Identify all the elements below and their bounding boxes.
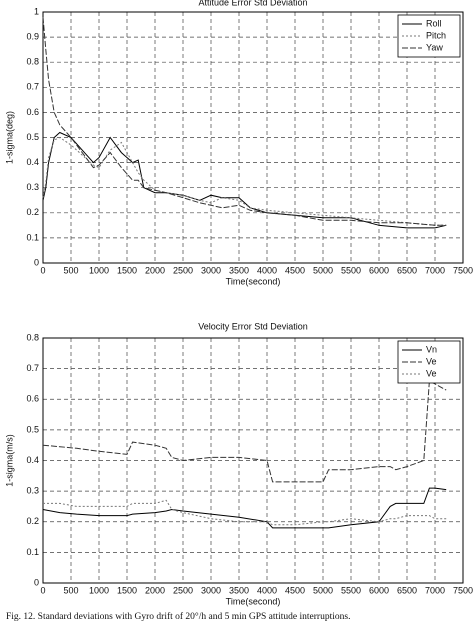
y-tick-label: 0.3 <box>26 182 39 192</box>
x-tick-label: 0 <box>40 585 45 595</box>
legend-label: Ve <box>426 356 437 366</box>
chart-title: Velocity Error Std Deviation <box>198 321 308 331</box>
x-tick-label: 4000 <box>257 265 277 275</box>
series-line <box>42 487 447 529</box>
y-tick-label: 0.1 <box>26 232 39 242</box>
y-axis-label: 1-sigma(deg) <box>4 111 14 164</box>
x-tick-label: 3000 <box>201 265 221 275</box>
series-line <box>42 16 447 226</box>
legend-label: Vn <box>426 344 437 354</box>
y-tick-label: 0.3 <box>26 486 39 496</box>
series-line <box>42 136 447 226</box>
x-tick-label: 3500 <box>229 585 249 595</box>
y-tick-label: 0.5 <box>26 132 39 142</box>
plot-frame <box>42 337 464 584</box>
y-tick-label: 0.7 <box>26 363 39 373</box>
y-tick-label: 0.9 <box>26 31 39 41</box>
x-tick-label: 6500 <box>397 585 417 595</box>
y-tick-label: 1 <box>34 6 39 16</box>
x-axis-label: Time(second) <box>226 276 281 286</box>
x-tick-label: 6000 <box>369 265 389 275</box>
x-tick-label: 2500 <box>173 265 193 275</box>
legend-label: Yaw <box>426 42 443 52</box>
y-tick-label: 0 <box>34 257 39 267</box>
x-tick-label: 7000 <box>425 585 445 595</box>
x-tick-label: 0 <box>40 265 45 275</box>
x-tick-label: 1500 <box>117 265 137 275</box>
x-tick-label: 1000 <box>89 265 109 275</box>
x-tick-label: 500 <box>63 585 78 595</box>
y-tick-label: 0.4 <box>26 455 39 465</box>
x-tick-label: 3000 <box>201 585 221 595</box>
legend-label: Ve <box>426 368 437 378</box>
y-tick-label: 0.2 <box>26 516 39 526</box>
y-tick-label: 0.2 <box>26 207 39 217</box>
plot-frame <box>42 11 464 264</box>
y-tick-label: 0.8 <box>26 332 39 342</box>
legend-label: Pitch <box>426 30 446 40</box>
series-line <box>42 131 447 229</box>
y-tick-label: 0.7 <box>26 82 39 92</box>
x-tick-label: 4500 <box>285 585 305 595</box>
legend-box <box>397 14 461 58</box>
y-tick-label: 0.8 <box>26 57 39 67</box>
x-tick-label: 1500 <box>117 585 137 595</box>
y-axis-label: 1-sigma(m/s) <box>4 434 14 487</box>
x-tick-label: 6000 <box>369 585 389 595</box>
x-tick-label: 2000 <box>145 265 165 275</box>
x-tick-label: 5500 <box>341 585 361 595</box>
series-line <box>43 499 447 526</box>
y-tick-label: 0 <box>34 577 39 587</box>
x-tick-label: 7500 <box>453 585 473 595</box>
x-tick-label: 1000 <box>89 585 109 595</box>
x-tick-label: 2500 <box>173 585 193 595</box>
x-tick-label: 7000 <box>425 265 445 275</box>
x-axis-label: Time(second) <box>226 596 281 606</box>
x-tick-label: 2000 <box>145 585 165 595</box>
series-line <box>42 380 447 483</box>
x-tick-label: 500 <box>63 265 78 275</box>
x-tick-label: 4500 <box>285 265 305 275</box>
y-tick-label: 0.1 <box>26 547 39 557</box>
x-tick-label: 5500 <box>341 265 361 275</box>
y-tick-label: 0.6 <box>26 394 39 404</box>
x-tick-label: 4000 <box>257 585 277 595</box>
y-tick-label: 0.5 <box>26 424 39 434</box>
legend-box <box>397 340 461 384</box>
legend-label: Roll <box>426 18 442 28</box>
y-tick-label: 0.4 <box>26 157 39 167</box>
x-tick-label: 3500 <box>229 265 249 275</box>
chart-title: Attitude Error Std Deviation <box>198 0 307 7</box>
y-tick-label: 0.6 <box>26 107 39 117</box>
x-tick-label: 6500 <box>397 265 417 275</box>
x-tick-label: 5000 <box>313 585 333 595</box>
x-tick-label: 5000 <box>313 265 333 275</box>
caption: Fig. 12. Standard deviations with Gyro d… <box>6 611 350 622</box>
x-tick-label: 7500 <box>453 265 473 275</box>
